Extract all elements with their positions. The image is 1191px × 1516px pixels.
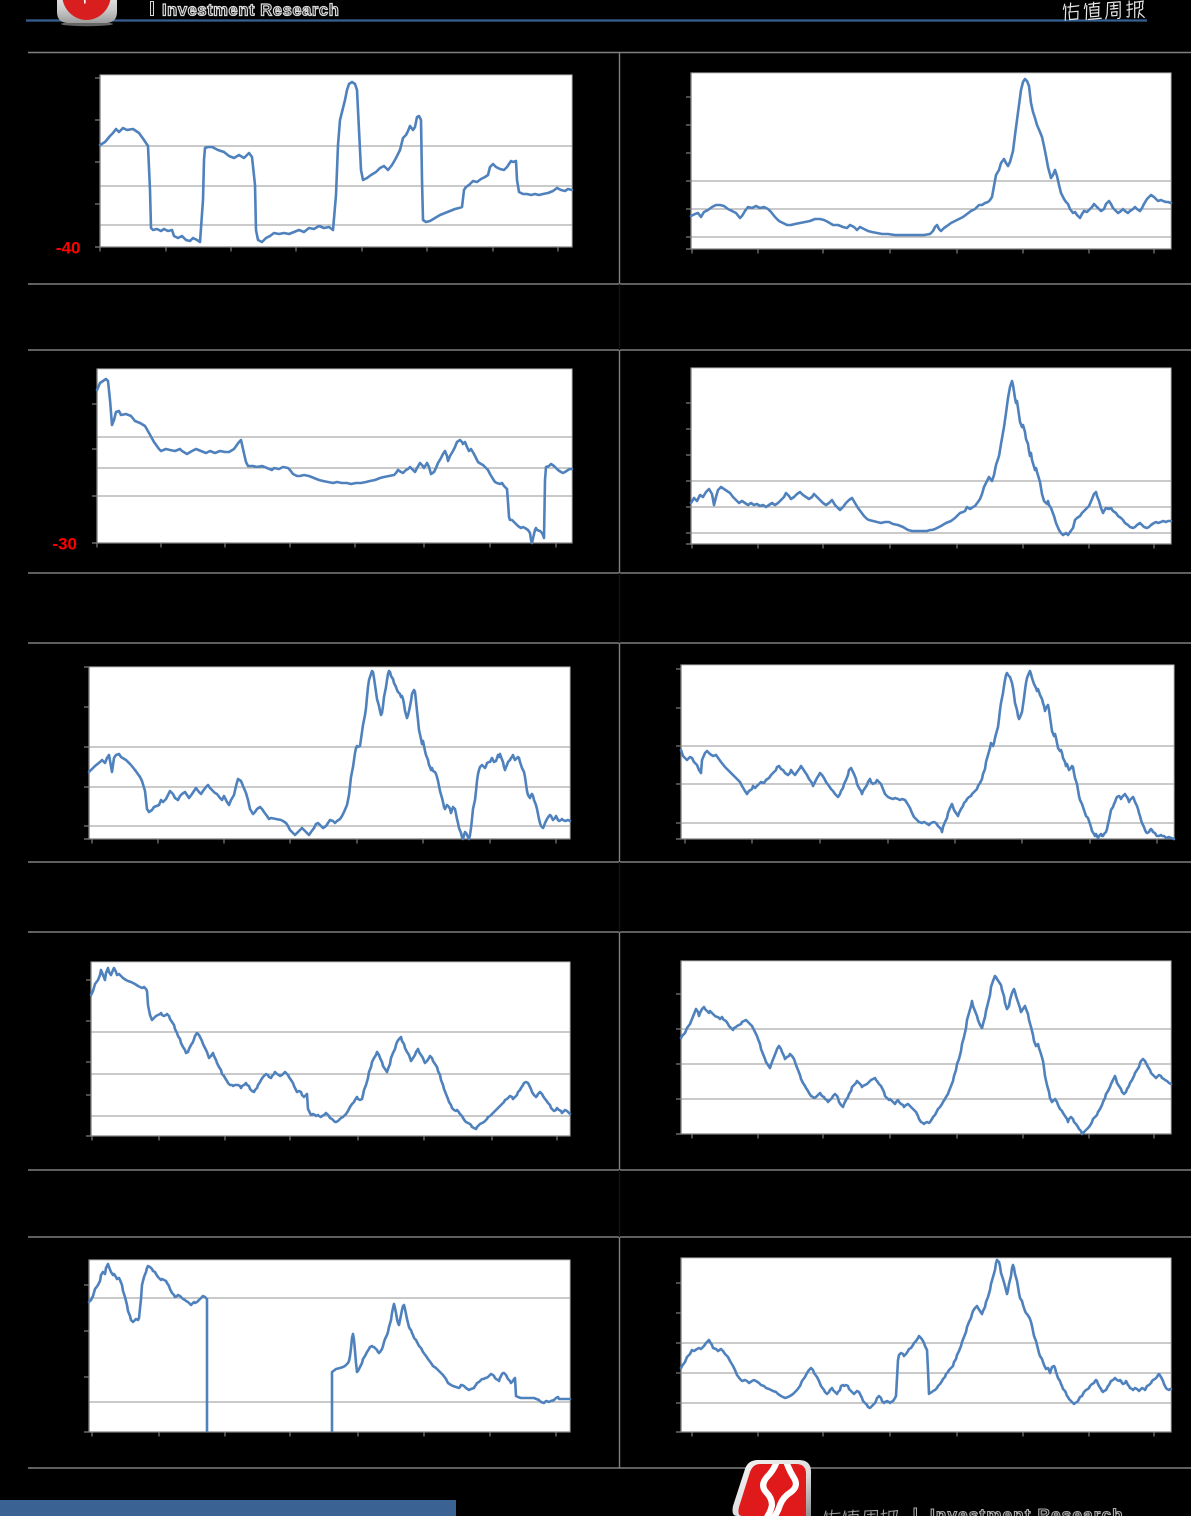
svg-text:-40: -40 [56,239,81,258]
svg-text:-30: -30 [52,535,77,554]
svg-text:Investment Research: Investment Research [930,1506,1124,1516]
svg-text:Investment Research: Investment Research [162,2,339,20]
